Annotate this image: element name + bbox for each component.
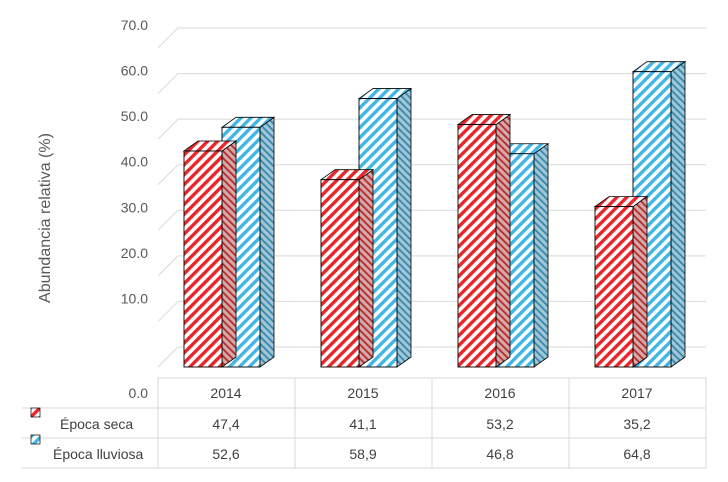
bar-side-face bbox=[495, 113, 511, 368]
y-tick-label: 50.0 bbox=[121, 108, 148, 124]
bar-front-face bbox=[320, 179, 360, 368]
data-table: 2014 2015 2016 2017 Época seca 47,4 41,1… bbox=[22, 377, 707, 469]
y-axis-ticks: 0.0 10.0 20.0 30.0 40.0 50.0 60.0 70.0 bbox=[121, 17, 148, 401]
gridline-diag bbox=[157, 118, 179, 140]
gridline-diag bbox=[157, 164, 179, 186]
bar-front-face bbox=[183, 150, 223, 368]
category-label-2016: 2016 bbox=[484, 385, 515, 401]
bar-side-face bbox=[221, 140, 237, 368]
y-tick-label: 20.0 bbox=[121, 245, 148, 261]
data-label-seca-2017: 35,2 bbox=[623, 416, 650, 432]
y-tick-label: 10.0 bbox=[121, 290, 148, 306]
data-label-lluviosa-2014: 52,6 bbox=[212, 446, 239, 462]
legend-label-epoca-lluviosa: Época lluviosa bbox=[53, 446, 143, 462]
bar-seca-2016 bbox=[456, 113, 512, 368]
data-label-seca-2014: 47,4 bbox=[212, 416, 239, 432]
bar-seca-2015 bbox=[319, 168, 375, 368]
bar-side-face bbox=[396, 87, 412, 368]
bar-side-face bbox=[632, 195, 648, 368]
y-axis-label: Abundancia relativa (%) bbox=[37, 133, 54, 303]
bar-seca-2017 bbox=[593, 195, 649, 368]
bar-side-face bbox=[259, 116, 275, 368]
bar-side-face bbox=[670, 60, 686, 368]
data-label-lluviosa-2017: 64,8 bbox=[623, 446, 650, 462]
y-tick-label: 0.0 bbox=[129, 385, 149, 401]
bar-seca-2014 bbox=[182, 140, 238, 368]
data-label-seca-2015: 41,1 bbox=[349, 416, 376, 432]
gridline-diag bbox=[157, 73, 179, 94]
legend-key-epoca-lluviosa bbox=[30, 434, 41, 445]
data-label-lluviosa-2016: 46,8 bbox=[486, 446, 513, 462]
data-label-lluviosa-2015: 58,9 bbox=[349, 446, 376, 462]
gridline-diag bbox=[157, 301, 179, 322]
category-label-2014: 2014 bbox=[210, 385, 241, 401]
y-tick-label: 70.0 bbox=[121, 17, 148, 33]
category-label-2015: 2015 bbox=[347, 385, 378, 401]
y-tick-label: 60.0 bbox=[121, 63, 148, 79]
gridline-diag bbox=[157, 346, 179, 368]
bar-front-face bbox=[594, 206, 634, 368]
category-label-2017: 2017 bbox=[621, 385, 652, 401]
y-tick-label: 40.0 bbox=[121, 154, 148, 170]
bar-side-face bbox=[358, 168, 374, 368]
y-tick-label: 30.0 bbox=[121, 199, 148, 215]
legend-label-epoca-seca: Época seca bbox=[60, 416, 133, 432]
bar-front-face bbox=[457, 124, 497, 368]
legend-key-epoca-seca bbox=[30, 407, 41, 418]
data-label-seca-2016: 53,2 bbox=[486, 416, 513, 432]
bars bbox=[182, 60, 687, 368]
gridline-diag bbox=[157, 255, 179, 277]
bar-side-face bbox=[533, 142, 549, 368]
gridline-diag bbox=[157, 209, 179, 231]
gridline-diag bbox=[157, 27, 179, 49]
